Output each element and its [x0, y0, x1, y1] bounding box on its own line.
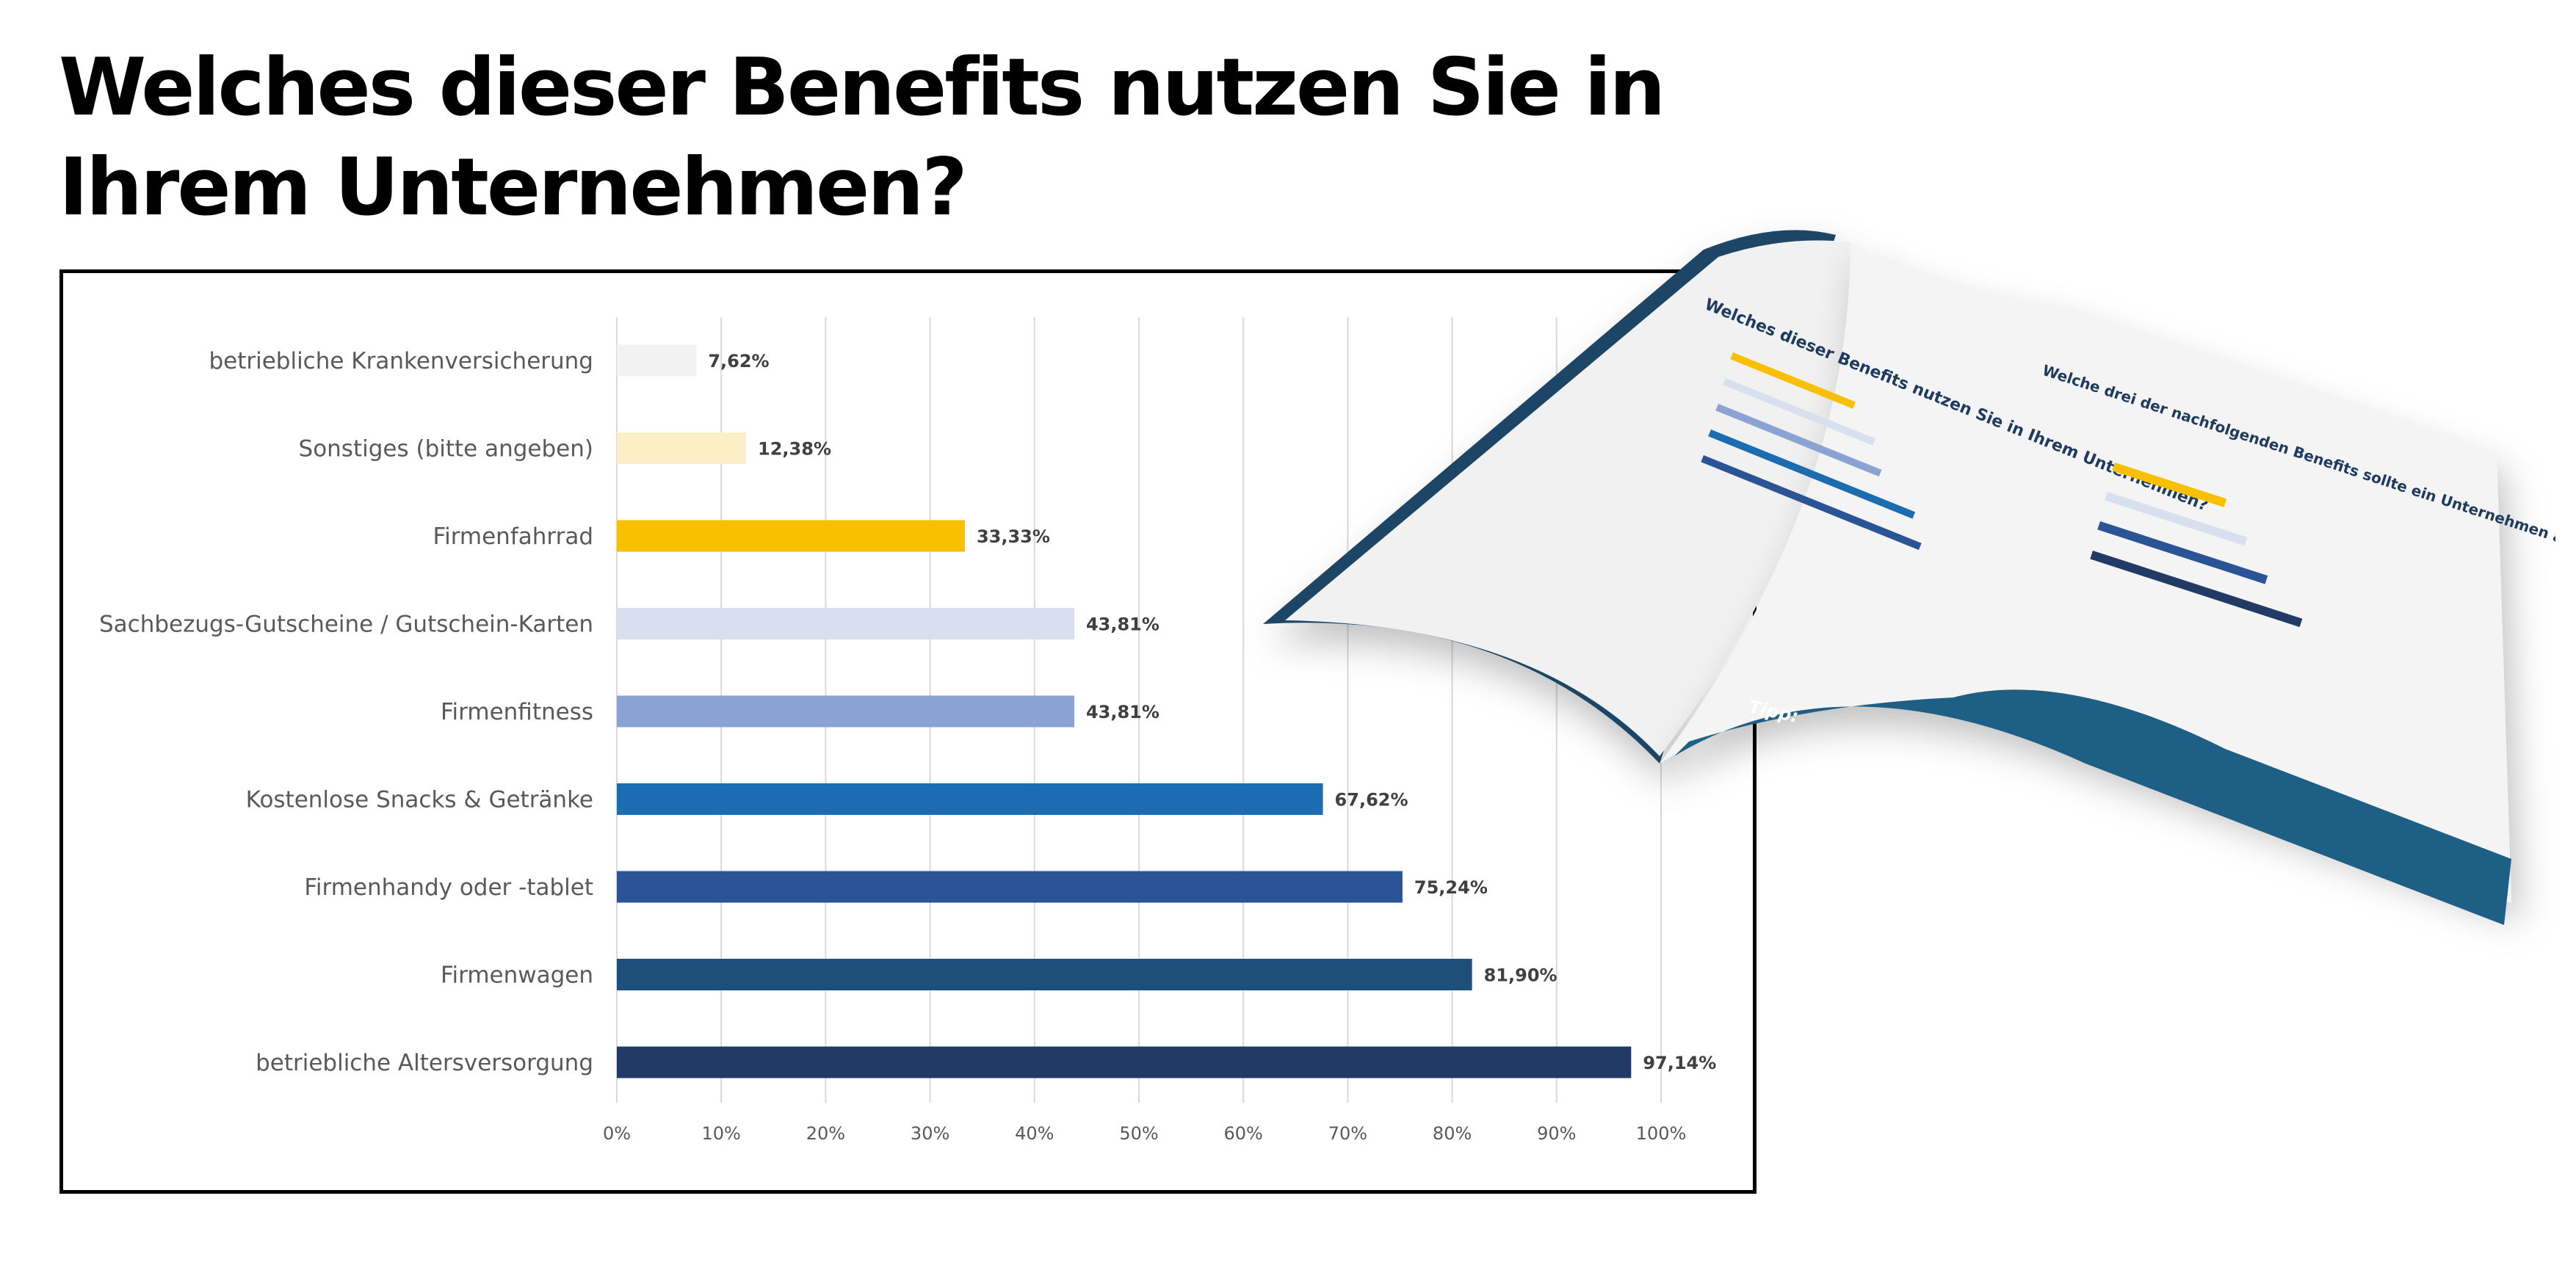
data-label: 81,90% [1484, 965, 1557, 986]
bar-chart: 0% 10% 20% 30% 40% 50% 60% 70% 80% 90% 100% betrieb… [99, 317, 1716, 1144]
data-label: 33,33% [977, 526, 1050, 547]
x-tick-label: 0% [603, 1123, 631, 1144]
data-label: 43,81% [1086, 614, 1159, 635]
x-tick-label: 90% [1537, 1123, 1576, 1144]
title-line-1: Welches dieser Benefits nutzen Sie in [59, 42, 1665, 134]
bar [617, 520, 965, 552]
x-tick-label: 40% [1015, 1123, 1054, 1144]
x-tick-label: 30% [911, 1123, 949, 1144]
category-label: Firmenhandy oder -tablet [304, 874, 593, 901]
x-tick-label: 80% [1433, 1123, 1472, 1144]
data-label: 75,24% [1414, 877, 1488, 898]
bar [617, 871, 1403, 903]
data-label: 97,14% [1643, 1053, 1716, 1073]
data-label: 43,81% [1086, 702, 1159, 722]
bar [617, 783, 1323, 815]
bar [617, 695, 1074, 728]
category-label: betriebliche Altersversorgung [256, 1050, 593, 1076]
x-tick-label: 70% [1328, 1123, 1367, 1144]
category-label: Sachbezugs-Gutscheine / Gutschein-Karten [99, 612, 593, 638]
x-tick-label: 20% [806, 1123, 845, 1144]
page-title: Welches dieser Benefits nutzen Sie in Ih… [59, 38, 1674, 238]
bar [617, 1046, 1632, 1078]
data-label: 67,62% [1335, 790, 1408, 810]
x-tick-label: 60% [1224, 1123, 1263, 1144]
brochure-mini-bars [1701, 352, 2303, 628]
category-label: Firmenwagen [441, 962, 593, 989]
bar [617, 959, 1472, 990]
category-label: Firmenfahrrad [433, 523, 593, 550]
data-label: 7,62% [708, 351, 769, 371]
x-tick-label: 50% [1119, 1123, 1158, 1144]
bar [617, 608, 1074, 639]
category-label: Sonstiges (bitte angeben) [299, 436, 593, 463]
category-label: betriebliche Krankenversicherung [209, 348, 593, 374]
category-label: Kostenlose Snacks & Getränke [246, 787, 593, 813]
category-label: Firmenfitness [441, 699, 593, 725]
bar [617, 432, 747, 464]
brochure-mockup-image: Welches dieser Benefits nutzen Sie in Ih… [1263, 230, 2555, 925]
data-label: 12,38% [758, 439, 831, 460]
chart-frame: 0% 10% 20% 30% 40% 50% 60% 70% 80% 90% 100% betrieb… [59, 269, 1756, 1194]
bar [617, 344, 697, 377]
title-line-2: Ihrem Unternehmen? [59, 142, 968, 233]
x-tick-label: 10% [702, 1123, 741, 1144]
x-tick-label: 100% [1636, 1123, 1687, 1144]
